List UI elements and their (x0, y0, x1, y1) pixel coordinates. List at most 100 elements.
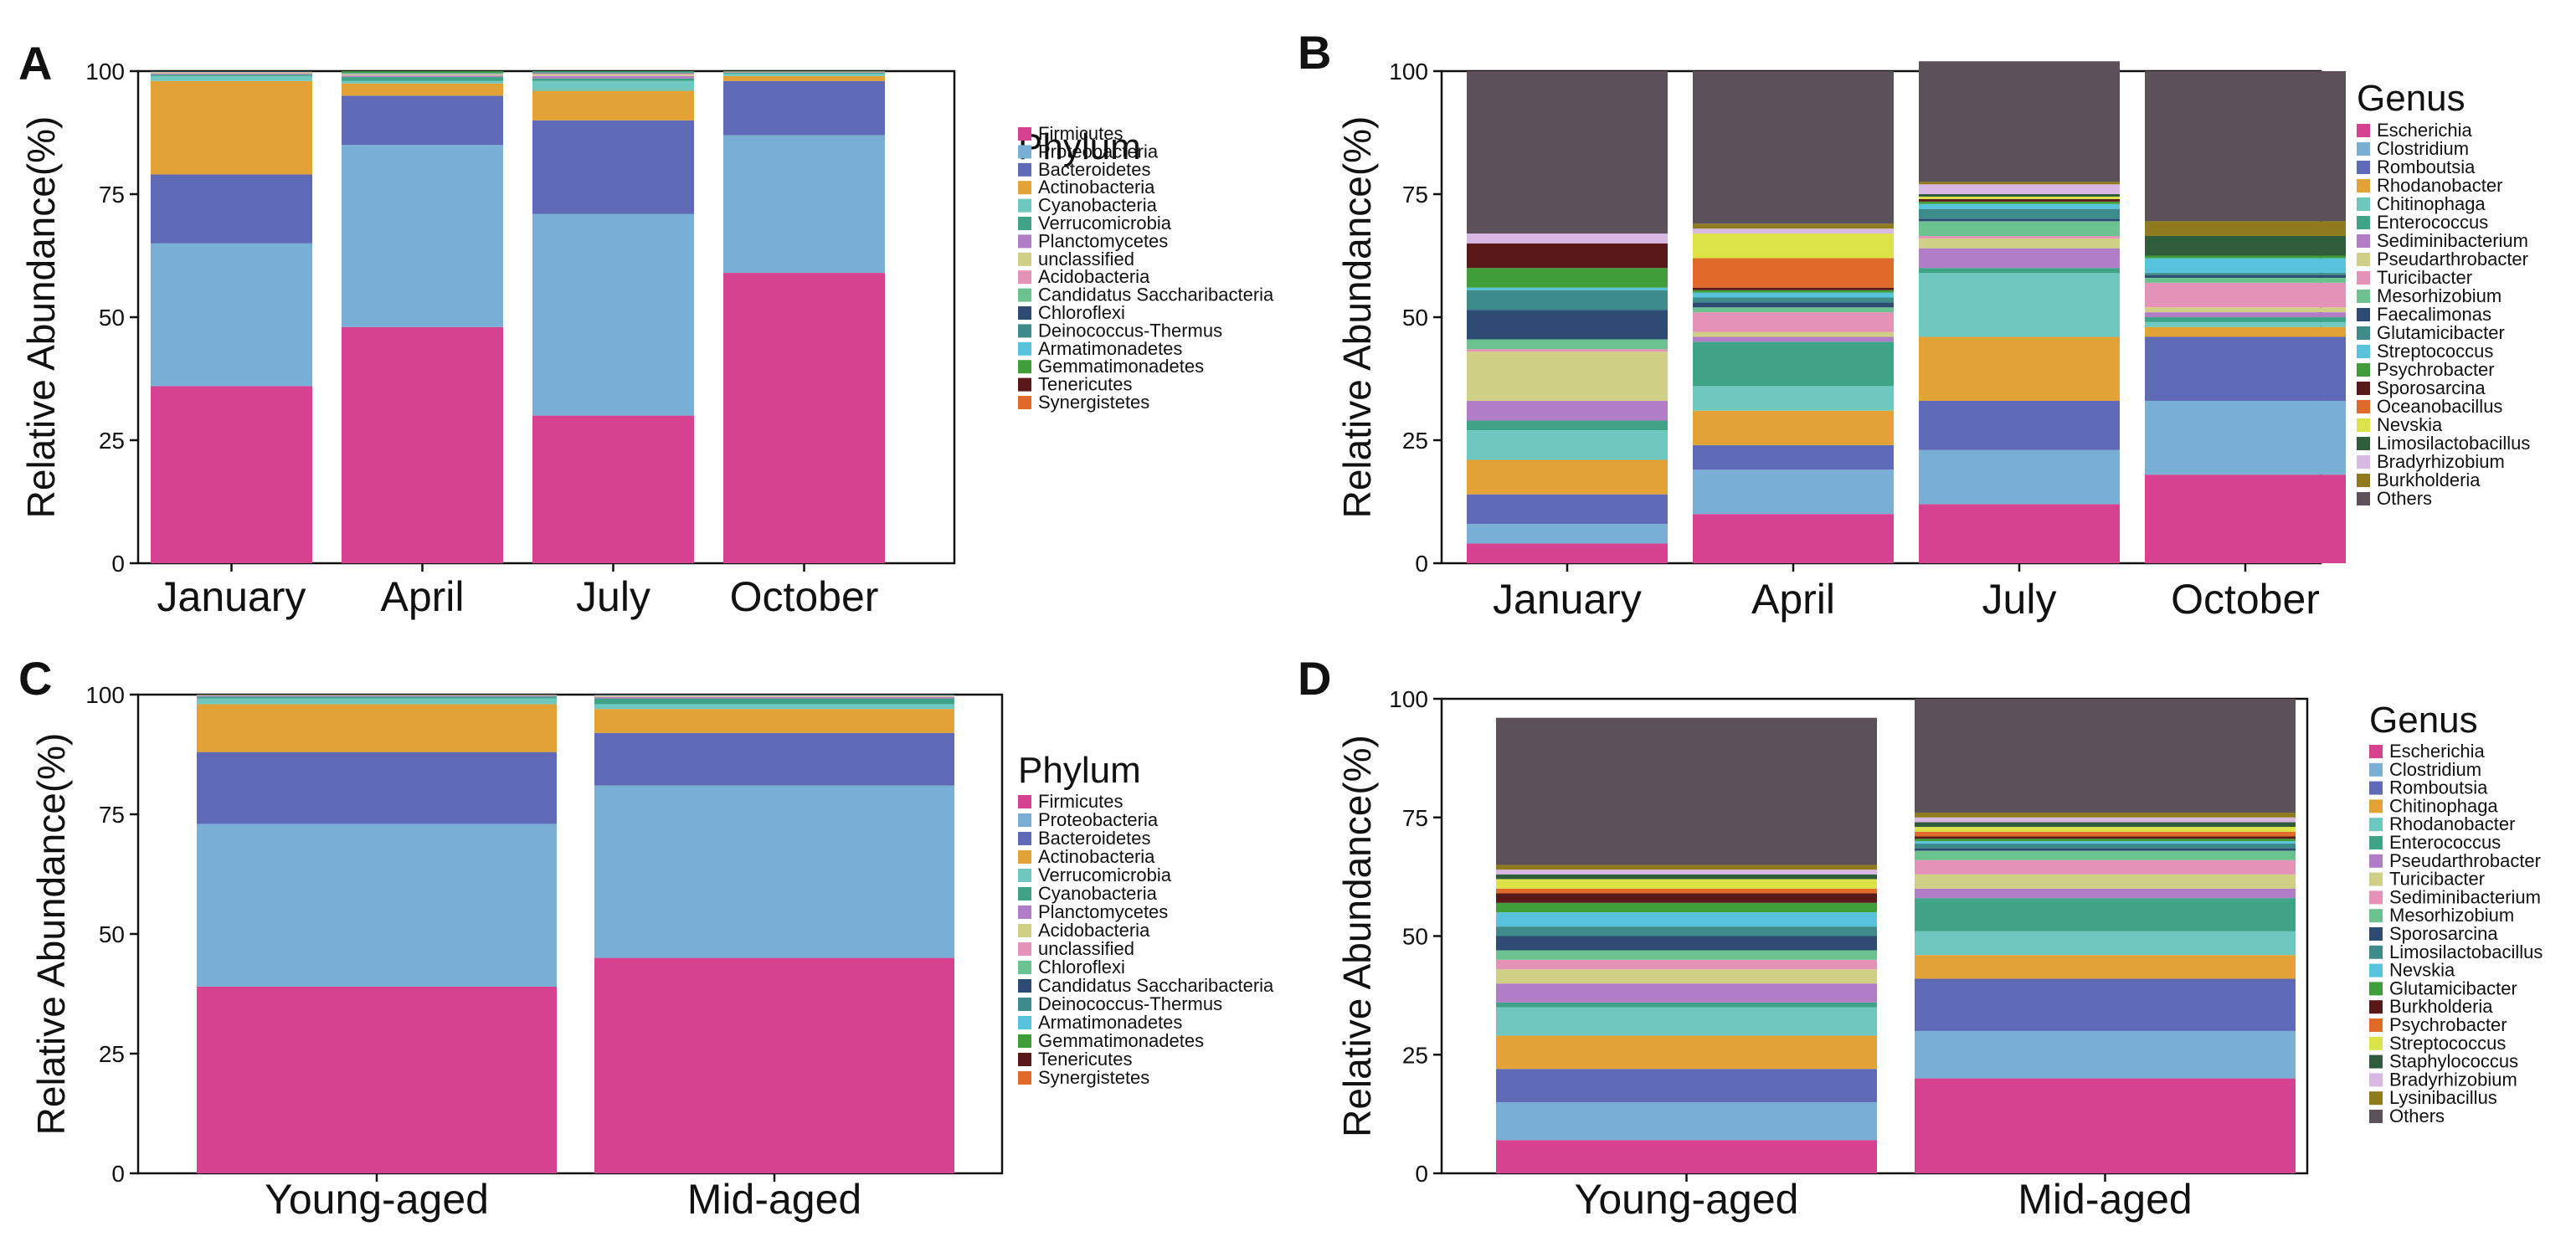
bar-segment (1496, 870, 1877, 875)
bar-segment (342, 77, 503, 81)
y-axis-title: Relative Abundance(%) (1335, 116, 1379, 519)
bar-segment (723, 273, 885, 563)
bar-segment (2145, 275, 2346, 278)
x-tick-label: Mid-aged (2018, 1176, 2192, 1223)
y-tick-label: 50 (99, 921, 125, 947)
bar-segment (1915, 931, 2296, 955)
legend-swatch (2357, 363, 2370, 377)
bar-segment (1693, 386, 1894, 410)
legend-swatch (1018, 942, 1031, 956)
bar-segment (1919, 401, 2120, 450)
bar-segment (1919, 504, 2120, 563)
bar-segment (1919, 199, 2120, 202)
x-tick-label: October (730, 573, 879, 620)
legend-swatch (1018, 832, 1031, 845)
bar-segment (1467, 310, 1668, 339)
legend-swatch (1018, 887, 1031, 900)
bar-segment (594, 733, 954, 786)
bar-segment (1919, 337, 2120, 401)
legend-label: Others (2377, 488, 2432, 509)
bar-segment (197, 752, 557, 824)
bar-segment (1919, 268, 2120, 273)
x-tick-label: April (380, 573, 464, 620)
legend-swatch (1018, 378, 1031, 392)
bar-segment (1496, 865, 1877, 870)
legend-label: Others (2389, 1106, 2445, 1126)
bar-segment (2145, 475, 2346, 563)
x-tick-label: October (2171, 576, 2320, 623)
bar-segment (1693, 514, 1894, 563)
bar-segment (594, 696, 954, 697)
bar-segment (1915, 875, 2296, 889)
bar-segment (1919, 221, 2120, 236)
legend-swatch (1018, 289, 1031, 302)
legend-title: Genus (2357, 78, 2465, 119)
legend-swatch (2369, 982, 2383, 995)
x-tick-label: January (157, 573, 306, 620)
bar-segment (1915, 822, 2296, 827)
legend-swatch (2357, 308, 2370, 321)
y-tick-label: 100 (85, 59, 125, 85)
bar-segment (723, 72, 885, 73)
y-tick-label: 100 (1389, 59, 1428, 85)
legend-swatch (1018, 396, 1031, 409)
bar-segment (1693, 411, 1894, 445)
legend-swatch (1018, 998, 1031, 1011)
bar-segment (1496, 926, 1877, 936)
y-axis-title: Relative Abundance(%) (29, 733, 73, 1136)
bar-segment (1693, 341, 1894, 386)
bar-segment (1467, 290, 1668, 310)
legend-swatch (1018, 181, 1031, 194)
bar-segment (1915, 813, 2296, 818)
bar-segment (197, 704, 557, 752)
bar-segment (532, 76, 694, 79)
legend-swatch (2357, 216, 2370, 229)
x-tick-label: July (576, 573, 650, 620)
legend-swatch (2357, 253, 2370, 266)
bar-segment (532, 81, 694, 91)
bar-segment (1693, 469, 1894, 514)
legend-swatch (2369, 782, 2383, 795)
bar-segment (151, 76, 312, 81)
legend-swatch (2357, 234, 2370, 248)
bar-segment (1919, 236, 2120, 239)
legend-swatch (1018, 270, 1031, 284)
bar-segment (1693, 293, 1894, 298)
bar-segment (1467, 524, 1668, 544)
y-tick-label: 50 (1402, 305, 1428, 331)
bar-segment (1693, 312, 1894, 332)
bar-segment (197, 987, 557, 1173)
bar-segment (1496, 1003, 1877, 1008)
legend-swatch (1018, 360, 1031, 373)
bar-segment (1693, 445, 1894, 469)
y-tick-label: 75 (1402, 182, 1428, 208)
legend-swatch (2369, 1037, 2383, 1050)
bar-segment (594, 697, 954, 699)
legend-swatch (1018, 906, 1031, 919)
bar-segment (1467, 430, 1668, 459)
bar-segment (342, 74, 503, 75)
x-tick-label: Young-aged (265, 1176, 489, 1223)
bar-segment (1919, 249, 2120, 269)
legend-swatch (2357, 437, 2370, 450)
bar-segment (532, 72, 694, 73)
bar-segment (1496, 875, 1877, 880)
bar-segment (1693, 233, 1894, 258)
bar-segment (1467, 543, 1668, 563)
bar-segment (532, 121, 694, 214)
bar-segment (594, 958, 954, 1173)
legend-swatch (1018, 127, 1031, 141)
bar-segment (1915, 818, 2296, 823)
x-tick-label: Mid-aged (687, 1176, 861, 1223)
bar-segment (2145, 71, 2346, 221)
bar-segment (1496, 718, 1877, 865)
bar-segment (2145, 322, 2346, 327)
bar-segment (1915, 841, 2296, 844)
bar-segment (1919, 450, 2120, 505)
legend-swatch (2357, 418, 2370, 432)
bar-segment (342, 75, 503, 77)
